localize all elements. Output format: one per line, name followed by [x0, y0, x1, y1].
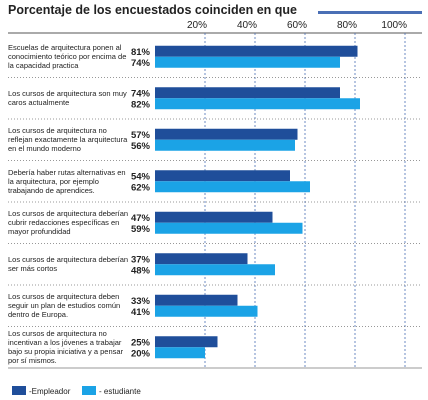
value-label: 54% [131, 171, 151, 182]
bar [155, 336, 218, 348]
value-label: 33% [131, 296, 151, 307]
x-tick-label: 60% [287, 20, 307, 31]
value-label: 59% [131, 224, 151, 235]
bar [155, 347, 205, 359]
value-label: 81% [131, 47, 151, 58]
bar [155, 87, 340, 99]
value-label: 56% [131, 141, 151, 152]
category-label: Los cursos de arquitectura deberían cubr… [8, 209, 129, 237]
title-rule [318, 11, 422, 14]
value-label: 62% [131, 182, 151, 193]
bar [155, 98, 360, 110]
category-label: Los cursos de arquitectura deberían ser … [8, 255, 129, 274]
bar [155, 305, 258, 317]
x-tick-label: 20% [187, 20, 207, 31]
x-tick-label: 100% [381, 20, 407, 31]
bar [155, 128, 298, 140]
category-label: Debería haber rutas alternativas en la a… [8, 167, 126, 195]
bar [155, 264, 275, 276]
value-label: 57% [131, 130, 151, 141]
bar [155, 211, 273, 223]
chart-title: Porcentaje de los encuestados coinciden … [8, 3, 297, 17]
bar [155, 139, 295, 151]
value-label: 41% [131, 307, 151, 318]
bar [155, 222, 303, 234]
bar [155, 253, 248, 265]
category-label: Los cursos de arquitectura son muy caros… [8, 89, 127, 108]
legend-label: - estudiante [99, 387, 141, 396]
legend-swatch [82, 386, 96, 395]
bar [155, 45, 358, 57]
category-label: Los cursos de arquitectura no incentivan… [8, 329, 124, 366]
value-label: 25% [131, 337, 151, 348]
value-label: 74% [131, 58, 151, 69]
bar [155, 294, 238, 306]
bar [155, 56, 340, 68]
value-label: 37% [131, 254, 151, 265]
x-tick-label: 80% [337, 20, 357, 31]
category-label: Escuelas de arquitectura ponen al conoci… [8, 43, 127, 71]
bar [155, 170, 290, 182]
legend-label: -Empleador [29, 387, 71, 396]
value-label: 82% [131, 99, 151, 110]
value-label: 74% [131, 88, 151, 99]
value-label: 47% [131, 213, 151, 224]
value-label: 48% [131, 265, 151, 276]
value-label: 20% [131, 348, 151, 359]
category-label: Los cursos de arquitectura no reflejan e… [8, 126, 128, 154]
category-label: Los cursos de arquitectura deben seguir … [8, 292, 121, 320]
x-tick-label: 40% [237, 20, 257, 31]
bar [155, 181, 310, 193]
legend-swatch [12, 386, 26, 395]
